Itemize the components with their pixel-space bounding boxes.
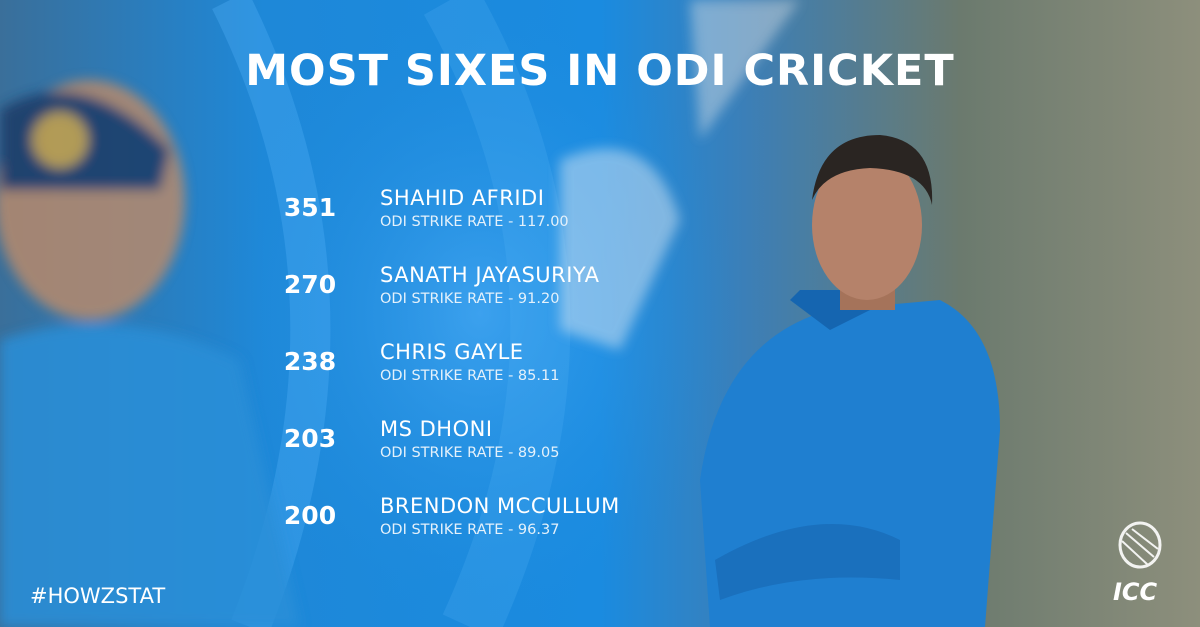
- player-name: CHRIS GAYLE: [380, 340, 524, 364]
- sixes-count: 203: [283, 424, 337, 453]
- logo: ICC: [1113, 578, 1158, 606]
- sixes-count: 200: [283, 501, 337, 530]
- sixes-count: 270: [283, 270, 337, 299]
- strike-rate: ODI STRIKE RATE - 117.00: [380, 214, 569, 230]
- sixes-count: 238: [283, 347, 337, 376]
- strike-rate: ODI STRIKE RATE - 91.20: [380, 291, 560, 307]
- player-name: MS DHONI: [380, 417, 493, 441]
- strike-rate: ODI STRIKE RATE - 85.11: [380, 368, 560, 384]
- strike-rate: ODI STRIKE RATE - 96.37: [380, 522, 560, 538]
- player-name: SANATH JAYASURIYA: [380, 263, 600, 287]
- sixes-count: 351: [283, 193, 337, 222]
- strike-rate: ODI STRIKE RATE - 89.05: [380, 445, 560, 461]
- hashtag: #HOWZSTAT: [30, 584, 166, 608]
- title: MOST SIXES IN ODI CRICKET: [245, 46, 955, 96]
- player-name: SHAHID AFRIDI: [380, 186, 545, 210]
- player-name: BRENDON MCCULLUM: [380, 494, 620, 518]
